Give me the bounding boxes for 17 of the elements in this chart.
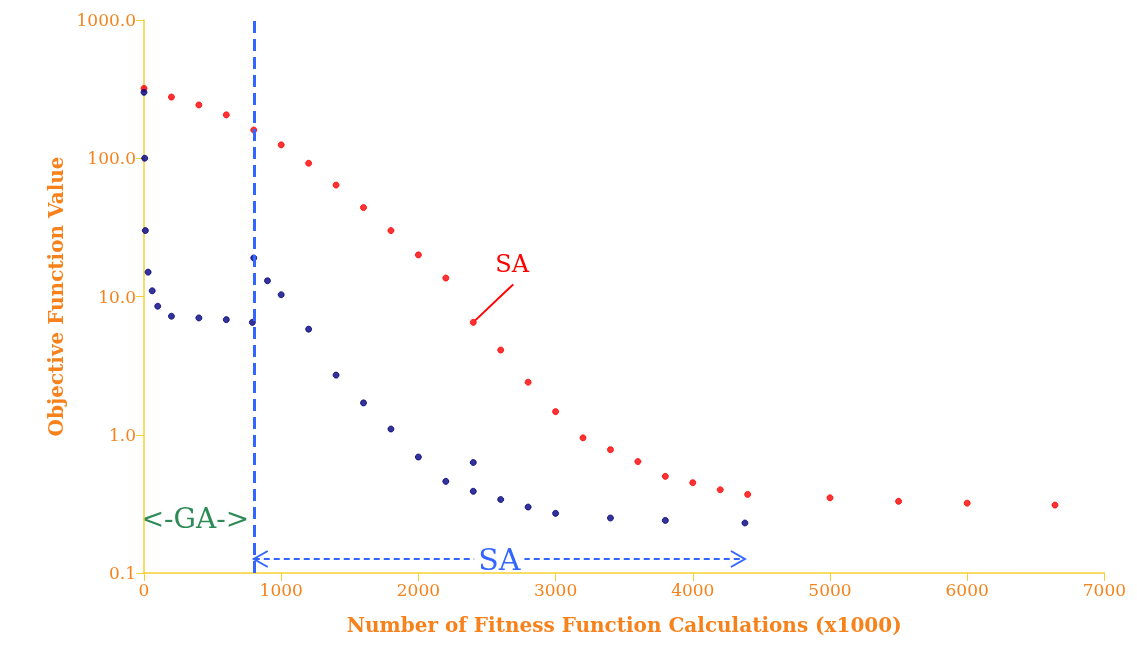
y-tick-label: 100.0 xyxy=(87,148,136,169)
x-tick-label: 0 xyxy=(138,579,150,600)
y-tick-label: 10.0 xyxy=(98,286,136,307)
x-tick-label: 4000 xyxy=(671,579,715,600)
annotation: SA xyxy=(495,250,530,279)
annotation: SA xyxy=(478,541,521,577)
y-tick-label: 0.1 xyxy=(108,563,136,583)
x-tick-label: 1000 xyxy=(259,579,303,600)
y-tick-label: 1000.0 xyxy=(76,10,136,30)
x-tick-label: 7000 xyxy=(1082,579,1126,600)
x-tick-label: 6000 xyxy=(945,579,989,600)
y-tick-label: 1.0 xyxy=(108,424,136,445)
x-tick-label: 3000 xyxy=(533,579,578,600)
x-tick-label: 5000 xyxy=(808,579,852,600)
x-axis-title: Number of Fitness Function Calculations (x1000) xyxy=(346,613,902,637)
y-axis-title: Objective Function Value xyxy=(43,156,68,437)
x-tick-label: 2000 xyxy=(396,579,441,600)
